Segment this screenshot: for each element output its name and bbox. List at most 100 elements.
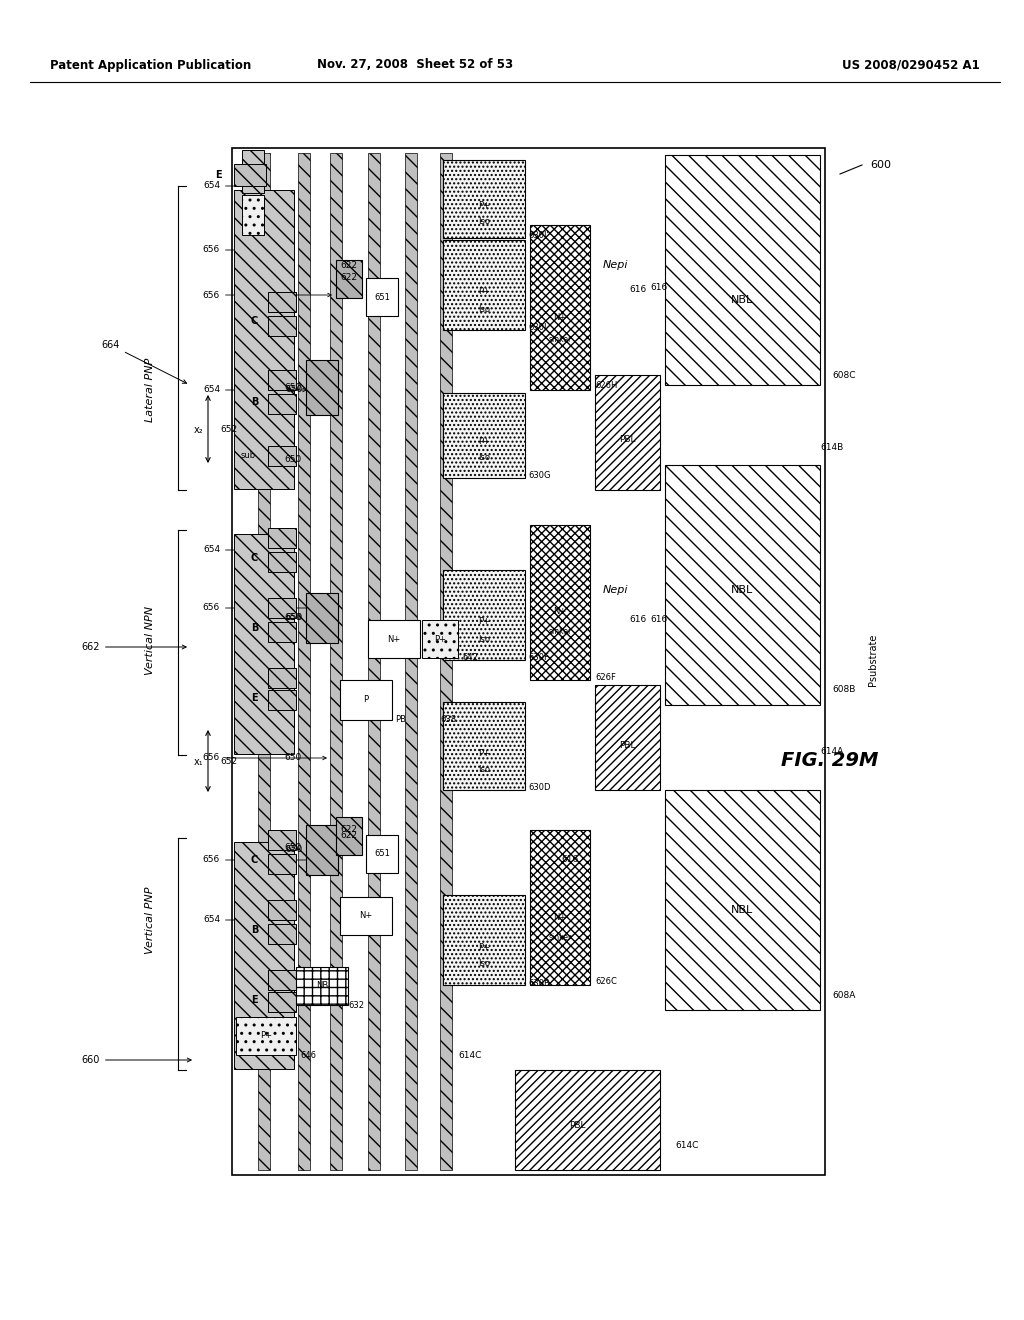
Text: 650: 650	[285, 843, 302, 853]
Text: 630B: 630B	[528, 978, 550, 987]
Bar	[443, 393, 525, 478]
Bar	[306, 360, 338, 414]
Text: Psubstrate: Psubstrate	[868, 634, 878, 686]
Text: N+: N+	[553, 607, 566, 616]
Text: Iso: Iso	[478, 454, 490, 462]
Text: 650: 650	[285, 455, 302, 465]
Text: 651: 651	[374, 850, 390, 858]
Text: 608C: 608C	[831, 371, 855, 380]
Text: E: E	[251, 995, 258, 1005]
Bar	[422, 620, 458, 657]
Bar	[242, 195, 264, 235]
Text: 616: 616	[650, 284, 668, 293]
Text: NBL: NBL	[731, 585, 753, 595]
Bar	[268, 622, 296, 642]
Bar	[268, 552, 296, 572]
Text: PB: PB	[395, 715, 406, 725]
Bar	[236, 1016, 296, 1055]
Text: sinker: sinker	[549, 933, 571, 942]
Text: 622: 622	[341, 261, 357, 271]
Bar	[268, 528, 296, 548]
Bar	[515, 1071, 660, 1170]
Text: NBL: NBL	[731, 906, 753, 915]
Text: 622: 622	[341, 273, 357, 282]
Text: 608B: 608B	[831, 685, 855, 694]
Text: 600: 600	[870, 160, 891, 170]
Text: 656: 656	[203, 855, 332, 865]
Text: 654: 654	[203, 916, 264, 924]
Bar	[443, 240, 525, 330]
Bar	[443, 702, 525, 789]
Text: P+: P+	[260, 1031, 272, 1040]
Bar	[268, 690, 296, 710]
Bar	[440, 153, 452, 1170]
Bar	[443, 160, 525, 238]
Text: C: C	[251, 553, 258, 564]
Text: 638: 638	[440, 715, 456, 725]
Text: Iso: Iso	[478, 218, 490, 227]
Text: B: B	[251, 925, 258, 935]
Text: C: C	[251, 855, 258, 865]
Text: 654: 654	[203, 181, 264, 190]
Text: sinker: sinker	[549, 335, 571, 345]
Text: 614C: 614C	[459, 1051, 481, 1060]
Bar	[234, 535, 294, 754]
Bar	[306, 825, 338, 875]
Text: Vertical NPN: Vertical NPN	[145, 606, 155, 675]
Text: Patent Application Publication: Patent Application Publication	[50, 58, 251, 71]
Text: 614B: 614B	[820, 442, 843, 451]
Bar	[298, 153, 310, 1170]
Text: x₂: x₂	[194, 425, 203, 436]
Text: P+: P+	[478, 201, 490, 210]
Text: P+: P+	[434, 635, 446, 644]
Text: Lateral PNP: Lateral PNP	[145, 358, 155, 422]
Bar	[366, 279, 398, 315]
Bar	[368, 620, 420, 657]
Bar	[268, 830, 296, 850]
Bar	[595, 685, 660, 789]
Text: 650: 650	[286, 846, 303, 854]
Text: 652: 652	[220, 425, 238, 434]
Bar	[336, 260, 362, 298]
Text: 616: 616	[630, 615, 646, 624]
Text: E: E	[251, 693, 258, 704]
Text: 616: 616	[650, 615, 668, 624]
Text: Iso: Iso	[478, 764, 490, 774]
Bar	[340, 898, 392, 935]
Text: 626F: 626F	[595, 672, 615, 681]
Text: sinker: sinker	[549, 627, 571, 636]
Text: 656: 656	[203, 603, 327, 612]
Text: PBL: PBL	[568, 1121, 586, 1130]
Text: 630G: 630G	[528, 470, 551, 479]
Text: P: P	[364, 696, 369, 705]
Text: 616: 616	[630, 285, 646, 294]
Bar	[258, 153, 270, 1170]
Text: 652: 652	[220, 758, 238, 767]
Text: 630I: 630I	[528, 323, 547, 333]
Bar	[234, 164, 266, 186]
Text: NB: NB	[315, 982, 328, 990]
Text: US 2008/0290452 A1: US 2008/0290452 A1	[843, 58, 980, 71]
Text: 630I': 630I'	[528, 231, 549, 239]
Text: 656: 656	[203, 290, 332, 300]
Text: 614C: 614C	[675, 1140, 698, 1150]
Text: 622: 622	[341, 830, 357, 840]
Text: 626H: 626H	[595, 380, 617, 389]
Text: 650: 650	[286, 614, 303, 623]
Bar	[268, 370, 296, 389]
Text: 630F: 630F	[528, 653, 549, 663]
Text: P+: P+	[478, 748, 490, 758]
Bar	[268, 900, 296, 920]
Text: P+: P+	[478, 942, 490, 952]
Text: 622: 622	[341, 825, 357, 834]
Text: 650: 650	[285, 754, 302, 763]
Text: sub: sub	[241, 451, 256, 461]
Bar	[530, 224, 590, 389]
Text: 664: 664	[101, 341, 186, 383]
Bar	[530, 830, 590, 985]
Bar	[665, 465, 820, 705]
Bar	[268, 598, 296, 618]
Text: 614A: 614A	[820, 747, 843, 756]
Bar	[366, 836, 398, 873]
Text: 654: 654	[203, 545, 274, 554]
